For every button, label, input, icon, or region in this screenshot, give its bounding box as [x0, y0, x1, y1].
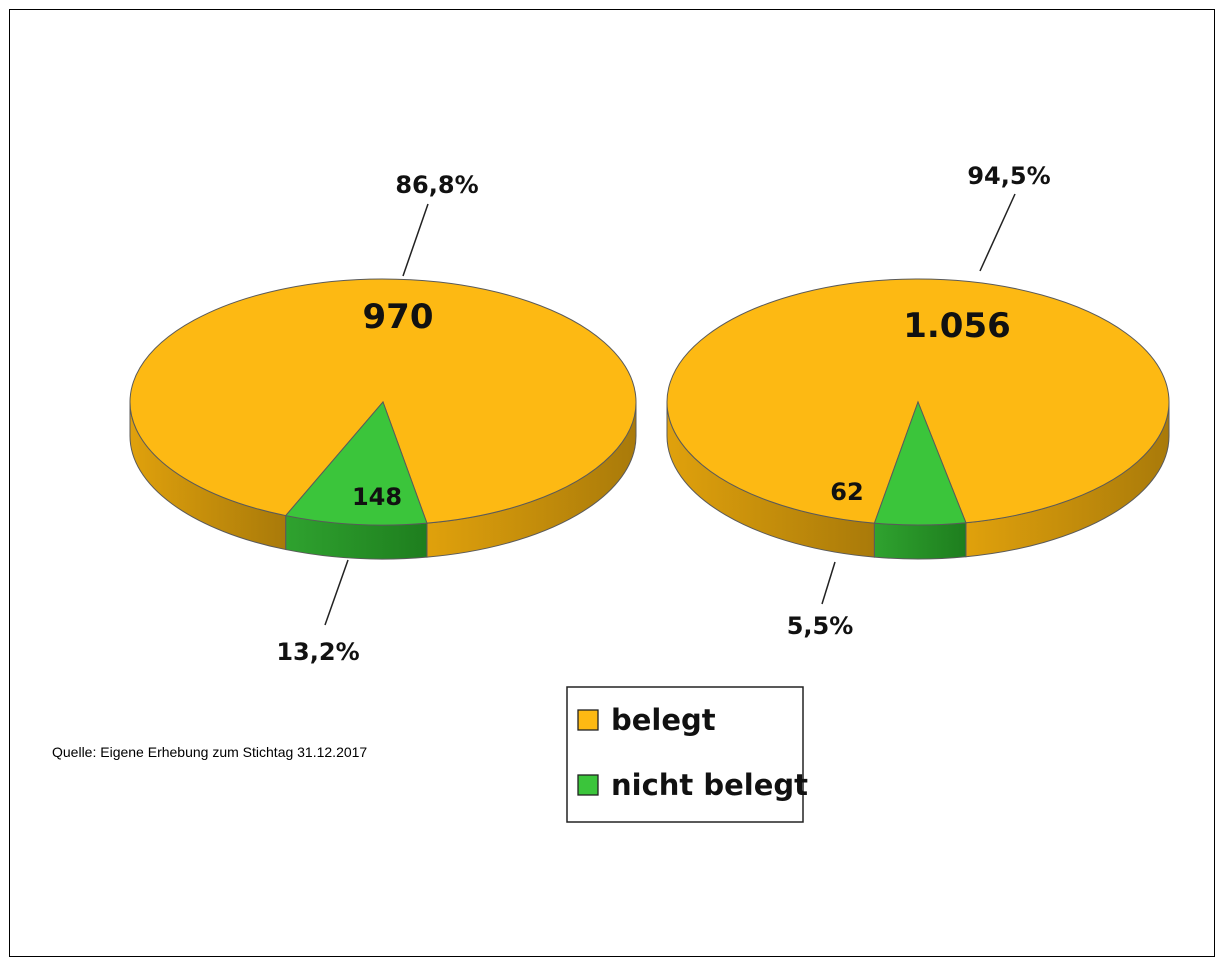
- pie-2-leader-line-2: [821, 561, 836, 605]
- pie-1-leader-line-1: [402, 203, 429, 277]
- pie-1-slice-nicht-belegt: [284, 401, 428, 526]
- pie-1-leader-line-2: [324, 559, 349, 626]
- legend-swatch-1: [577, 709, 599, 731]
- pie-2-percent-label-nicht-belegt: 5,5%: [787, 612, 854, 640]
- pie-2-value-label-nicht-belegt: 62: [830, 478, 863, 506]
- pie-2-value-label-belegt: 1.056: [903, 306, 1011, 346]
- pie-2-slice-nicht-belegt: [873, 400, 967, 526]
- legend-label-2: nicht belegt: [611, 768, 808, 802]
- pie-1-percent-label-nicht-belegt: 13,2%: [276, 638, 359, 666]
- pie-2-percent-label-belegt: 94,5%: [967, 162, 1050, 190]
- pie-chart-2: 1.056 62 94,5% 5,5%: [666, 162, 1170, 640]
- legend-swatch-2: [577, 774, 599, 796]
- pie-1-slice-belegt: [129, 278, 637, 524]
- legend: belegt nicht belegt: [566, 686, 808, 823]
- pie-1-value-label-belegt: 970: [363, 297, 434, 337]
- pie-chart-1: 970 148 86,8% 13,2%: [129, 171, 637, 666]
- pie-2-leader-line-1: [979, 193, 1016, 272]
- pie-2-side-nicht-belegt: [873, 522, 967, 560]
- pie-1-value-label-nicht-belegt: 148: [352, 483, 402, 511]
- source-note: Quelle: Eigene Erhebung zum Stichtag 31.…: [52, 744, 368, 760]
- legend-box: [566, 686, 804, 823]
- pie-1-percent-label-belegt: 86,8%: [395, 171, 478, 199]
- legend-label-1: belegt: [611, 703, 716, 737]
